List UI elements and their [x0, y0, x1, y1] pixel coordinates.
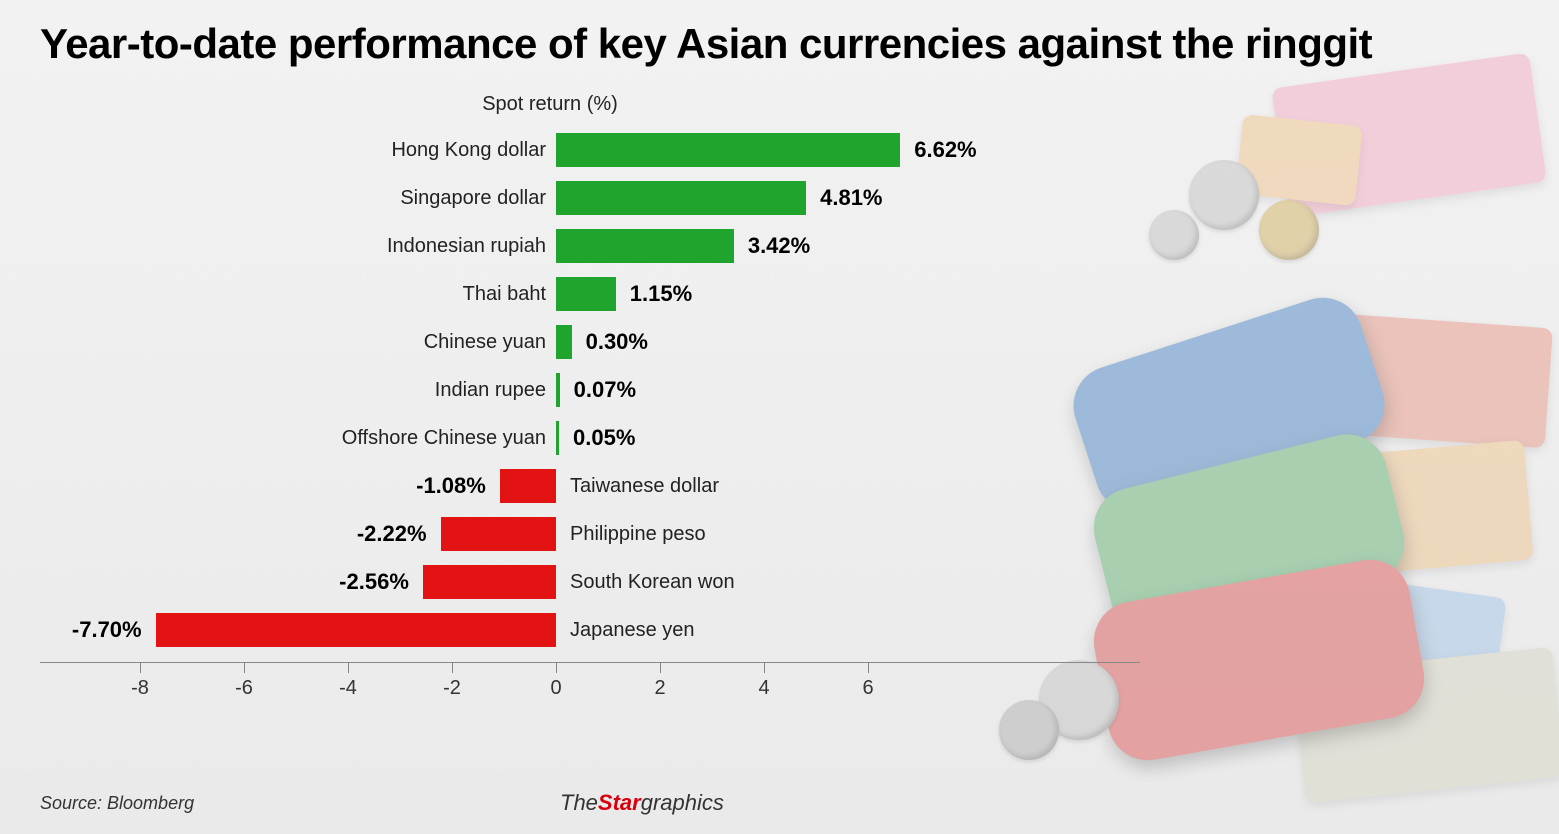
- bar: [556, 325, 572, 359]
- category-label: Chinese yuan: [424, 331, 546, 354]
- axis-tick: [140, 663, 141, 673]
- bar: [441, 517, 556, 551]
- credit-label: TheStargraphics: [560, 790, 724, 816]
- source-label: Source: Bloomberg: [40, 793, 194, 814]
- bar-row: Chinese yuan 0.30%: [40, 318, 1140, 366]
- bar: [423, 565, 556, 599]
- axis-tick-label: -6: [235, 677, 253, 700]
- category-label: Japanese yen: [570, 619, 695, 642]
- axis-tick: [868, 663, 869, 673]
- axis-tick: [556, 663, 557, 673]
- category-label: Philippine peso: [570, 523, 706, 546]
- axis-tick-label: 2: [654, 677, 665, 700]
- category-label: Taiwanese dollar: [570, 475, 719, 498]
- category-label: Indonesian rupiah: [387, 235, 546, 258]
- bar-row: Thai baht 1.15%: [40, 270, 1140, 318]
- value-label: 0.07%: [574, 377, 636, 403]
- value-label: 6.62%: [914, 137, 976, 163]
- category-label: Indian rupee: [435, 379, 546, 402]
- bar-row: Japanese yen -7.70%: [40, 606, 1140, 654]
- bar: [556, 181, 806, 215]
- category-label: South Korean won: [570, 571, 735, 594]
- bar: [556, 277, 616, 311]
- x-axis: -8 -6 -4 -2 0 2 4 6: [40, 662, 1140, 722]
- credit-the: The: [560, 790, 598, 815]
- credit-graphics: graphics: [641, 790, 724, 815]
- axis-tick-label: -2: [443, 677, 461, 700]
- value-label: -2.56%: [339, 569, 409, 595]
- bar-row: Indian rupee 0.07%: [40, 366, 1140, 414]
- chart-title: Year-to-date performance of key Asian cu…: [0, 0, 1559, 68]
- axis-tick: [452, 663, 453, 673]
- value-label: -7.70%: [72, 617, 142, 643]
- axis-tick-label: -4: [339, 677, 357, 700]
- bar: [556, 229, 734, 263]
- category-label: Hong Kong dollar: [391, 139, 546, 162]
- bar: [556, 373, 560, 407]
- value-label: 4.81%: [820, 185, 882, 211]
- value-label: 0.30%: [586, 329, 648, 355]
- axis-tick-label: 6: [862, 677, 873, 700]
- bar-row: Philippine peso -2.22%: [40, 510, 1140, 558]
- axis-tick: [348, 663, 349, 673]
- bar-row: Indonesian rupiah 3.42%: [40, 222, 1140, 270]
- bar: [500, 469, 556, 503]
- value-label: 0.05%: [573, 425, 635, 451]
- bar: [156, 613, 556, 647]
- bar: [556, 421, 559, 455]
- axis-tick-label: -8: [131, 677, 149, 700]
- bar-row: Hong Kong dollar 6.62%: [40, 126, 1140, 174]
- chart-area: Hong Kong dollar 6.62% Singapore dollar 4.8…: [40, 126, 1140, 776]
- category-label: Singapore dollar: [400, 187, 546, 210]
- axis-tick: [244, 663, 245, 673]
- chart-subtitle: Spot return (%): [0, 93, 1100, 116]
- axis-tick: [764, 663, 765, 673]
- value-label: 3.42%: [748, 233, 810, 259]
- category-label: Thai baht: [463, 283, 546, 306]
- axis-tick: [660, 663, 661, 673]
- bar-row: South Korean won -2.56%: [40, 558, 1140, 606]
- axis-tick-label: 0: [550, 677, 561, 700]
- bar-row: Offshore Chinese yuan 0.05%: [40, 414, 1140, 462]
- axis-tick-label: 4: [758, 677, 769, 700]
- value-label: 1.15%: [630, 281, 692, 307]
- category-label: Offshore Chinese yuan: [342, 427, 546, 450]
- value-label: -2.22%: [357, 521, 427, 547]
- bar-row: Singapore dollar 4.81%: [40, 174, 1140, 222]
- bar-row: Taiwanese dollar -1.08%: [40, 462, 1140, 510]
- value-label: -1.08%: [416, 473, 486, 499]
- credit-star: Star: [598, 790, 641, 815]
- bar: [556, 133, 900, 167]
